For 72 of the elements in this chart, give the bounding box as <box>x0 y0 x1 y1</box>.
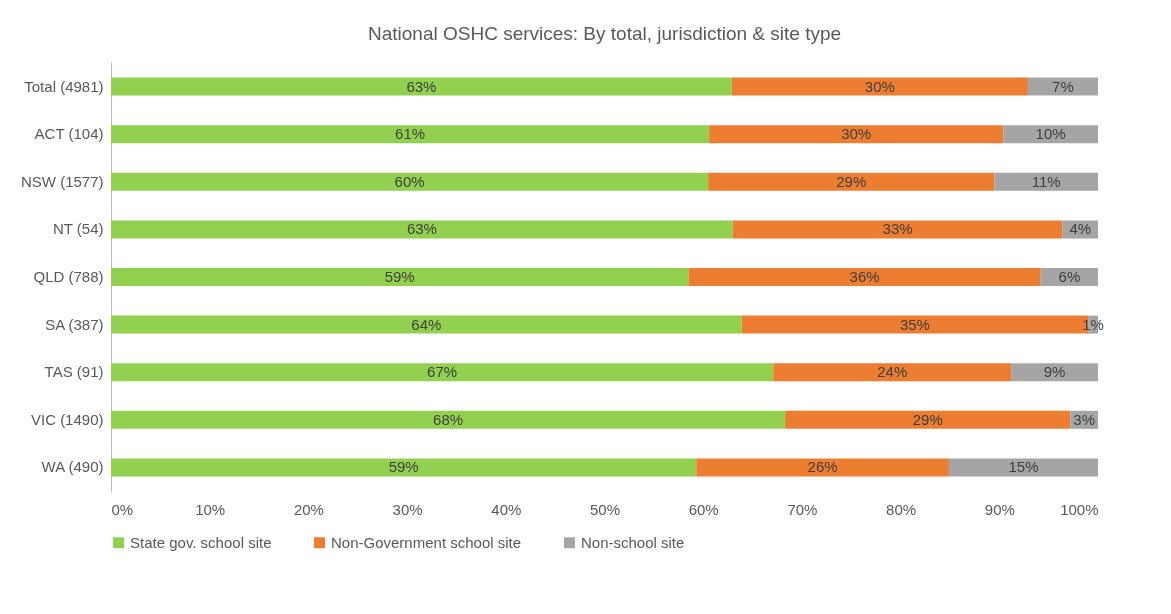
bar <box>111 410 786 429</box>
legend-label: Non-Government school site <box>331 533 522 551</box>
x-tick-label: 40% <box>491 500 522 518</box>
bar <box>731 77 1028 96</box>
data-label: 60% <box>394 172 425 190</box>
y-tick-label: NT (54) <box>52 220 104 238</box>
data-label: 26% <box>807 458 838 476</box>
y-tick-label: VIC (1490) <box>30 410 104 428</box>
x-tick-label: 10% <box>195 500 226 518</box>
bar <box>696 458 949 477</box>
data-label: 63% <box>406 220 437 238</box>
bar <box>708 172 995 191</box>
data-label: 30% <box>841 125 872 143</box>
data-label: 7% <box>1052 77 1074 95</box>
bar <box>111 77 732 96</box>
data-label: 11% <box>1031 172 1061 190</box>
data-label: 3% <box>1073 410 1096 428</box>
data-label: 59% <box>384 268 415 285</box>
bar <box>111 363 774 382</box>
data-label: 63% <box>406 77 437 95</box>
data-label: 9% <box>1043 363 1066 381</box>
x-tick-label: 0% <box>111 500 134 518</box>
data-label: 10% <box>1035 125 1066 143</box>
legend-label: State gov. school site <box>130 533 272 551</box>
bar <box>111 268 689 286</box>
data-label: 15% <box>1008 458 1039 476</box>
data-label: 29% <box>836 172 867 190</box>
bar <box>111 220 733 239</box>
data-label: 64% <box>411 315 442 333</box>
bar <box>732 220 1063 239</box>
bar <box>688 268 1041 286</box>
bar <box>785 410 1071 429</box>
bar <box>111 172 709 191</box>
bar <box>111 458 697 477</box>
bar <box>773 363 1012 382</box>
data-label: 61% <box>395 125 426 143</box>
bar <box>948 458 1098 477</box>
data-label: 67% <box>427 363 458 381</box>
bar <box>1003 125 1098 144</box>
data-label: 33% <box>882 220 913 238</box>
chart-title: National OSHC services: By total, jurisdiction & site type <box>367 23 842 44</box>
data-label: 36% <box>849 268 880 285</box>
x-tick-label: 50% <box>589 500 621 518</box>
bar <box>111 315 742 334</box>
y-tick-label: TAS (91) <box>44 363 104 381</box>
legend-label: Non-school site <box>581 533 685 551</box>
data-label: 35% <box>899 315 930 333</box>
data-label: 68% <box>433 410 464 428</box>
y-tick-label: SA (387) <box>45 315 104 333</box>
bar <box>709 125 1004 144</box>
data-label: 4% <box>1069 220 1092 238</box>
x-tick-label: 100% <box>1060 500 1099 518</box>
y-tick-label: WA (490) <box>41 458 104 476</box>
x-tick-label: 90% <box>984 500 1015 518</box>
bar <box>994 172 1098 191</box>
y-tick-label: NSW (1577) <box>20 172 104 190</box>
x-tick-label: 70% <box>787 500 818 518</box>
x-tick-label: 80% <box>886 500 917 518</box>
x-tick-label: 30% <box>392 500 423 518</box>
y-tick-label: QLD (788) <box>33 268 104 285</box>
bar <box>1027 77 1098 96</box>
data-label: 24% <box>877 363 908 381</box>
x-tick-label: 20% <box>293 500 324 518</box>
data-label: 29% <box>912 410 943 428</box>
bar <box>111 125 710 144</box>
data-label: 6% <box>1058 268 1081 285</box>
x-tick-label: 60% <box>688 500 719 518</box>
data-label: 59% <box>388 458 419 476</box>
data-label: 30% <box>864 77 895 95</box>
bar <box>1011 363 1098 382</box>
y-tick-label: Total (4981) <box>24 77 104 95</box>
y-tick-label: ACT (104) <box>34 125 104 143</box>
